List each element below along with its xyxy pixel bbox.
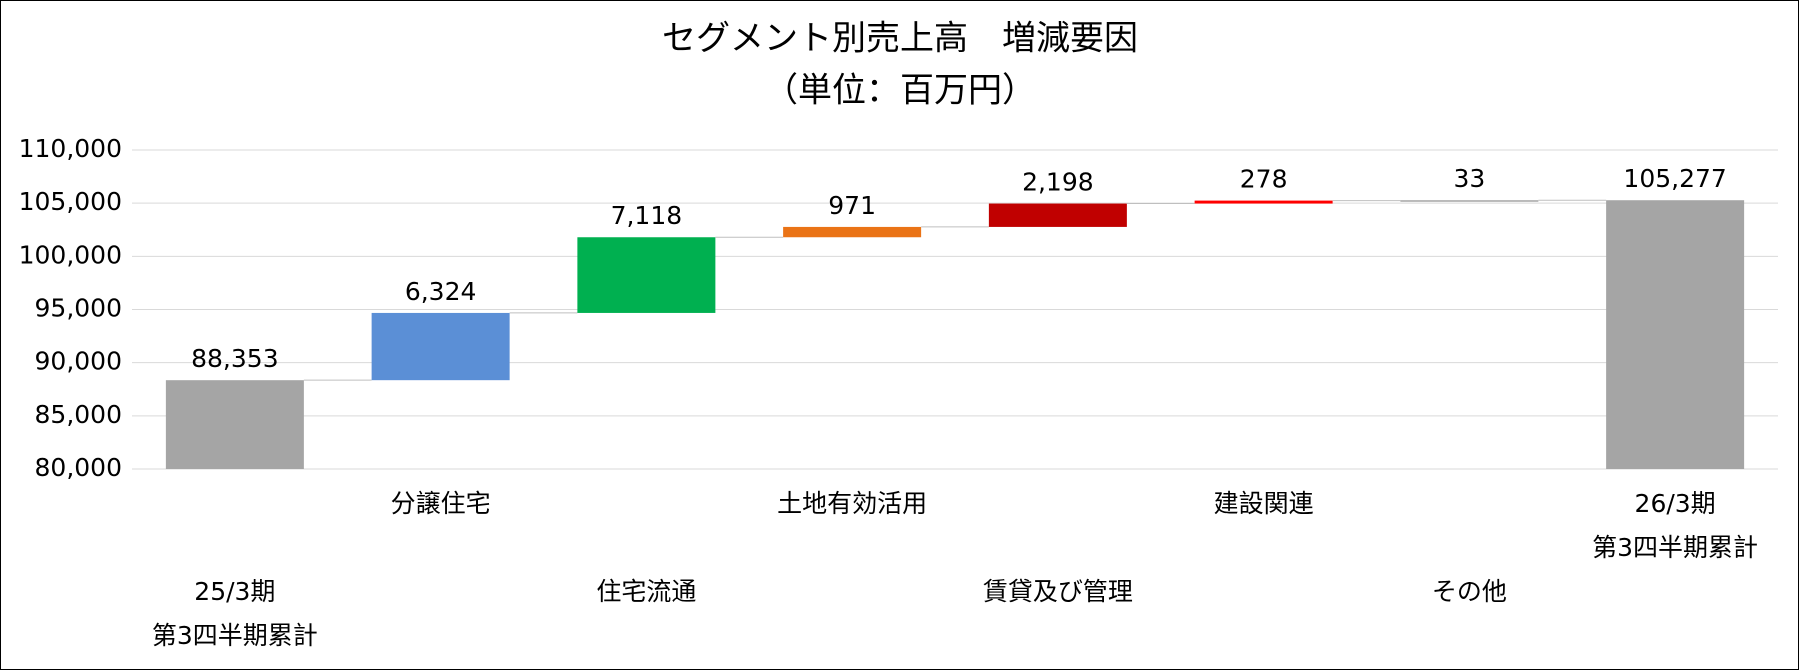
- bar: [577, 237, 716, 313]
- y-tick-label: 110,000: [19, 134, 122, 163]
- bar: [1194, 200, 1333, 204]
- data-label: 971: [828, 191, 876, 220]
- bar: [371, 312, 510, 381]
- x-tick-label: 25/3期第3四半期累計: [152, 577, 318, 650]
- chart-title: セグメント別売上高 増減要因: [662, 19, 1138, 59]
- bar: [1400, 200, 1539, 202]
- y-tick-label: 100,000: [19, 240, 122, 269]
- data-label: 33: [1453, 164, 1485, 193]
- y-tick-label: 95,000: [35, 294, 122, 323]
- y-tick-label: 80,000: [35, 453, 122, 482]
- x-tick-label: その他: [1432, 577, 1507, 606]
- bar: [783, 226, 922, 238]
- y-tick-label: 85,000: [35, 400, 122, 429]
- chart-subtitle: （単位：百万円）: [764, 71, 1036, 111]
- data-label: 6,324: [405, 277, 477, 306]
- y-tick-label: 105,000: [19, 187, 122, 216]
- bar: [165, 380, 304, 469]
- y-tick-label: 90,000: [35, 347, 122, 376]
- bar: [1606, 200, 1745, 469]
- x-tick-label: 賃貸及び管理: [983, 577, 1133, 606]
- x-tick-label: 建設関連: [1214, 489, 1314, 518]
- x-tick-label: 26/3期第3四半期累計: [1592, 489, 1758, 562]
- x-tick-label: 住宅流通: [596, 577, 696, 606]
- data-label: 105,277: [1623, 164, 1726, 193]
- x-tick-label: 分譲住宅: [391, 489, 491, 518]
- data-label: 7,118: [611, 201, 683, 230]
- data-label: 2,198: [1022, 168, 1094, 197]
- x-tick-label: 土地有効活用: [777, 489, 927, 518]
- data-label: 88,353: [191, 344, 278, 373]
- bar: [988, 203, 1127, 227]
- data-label: 278: [1240, 165, 1288, 194]
